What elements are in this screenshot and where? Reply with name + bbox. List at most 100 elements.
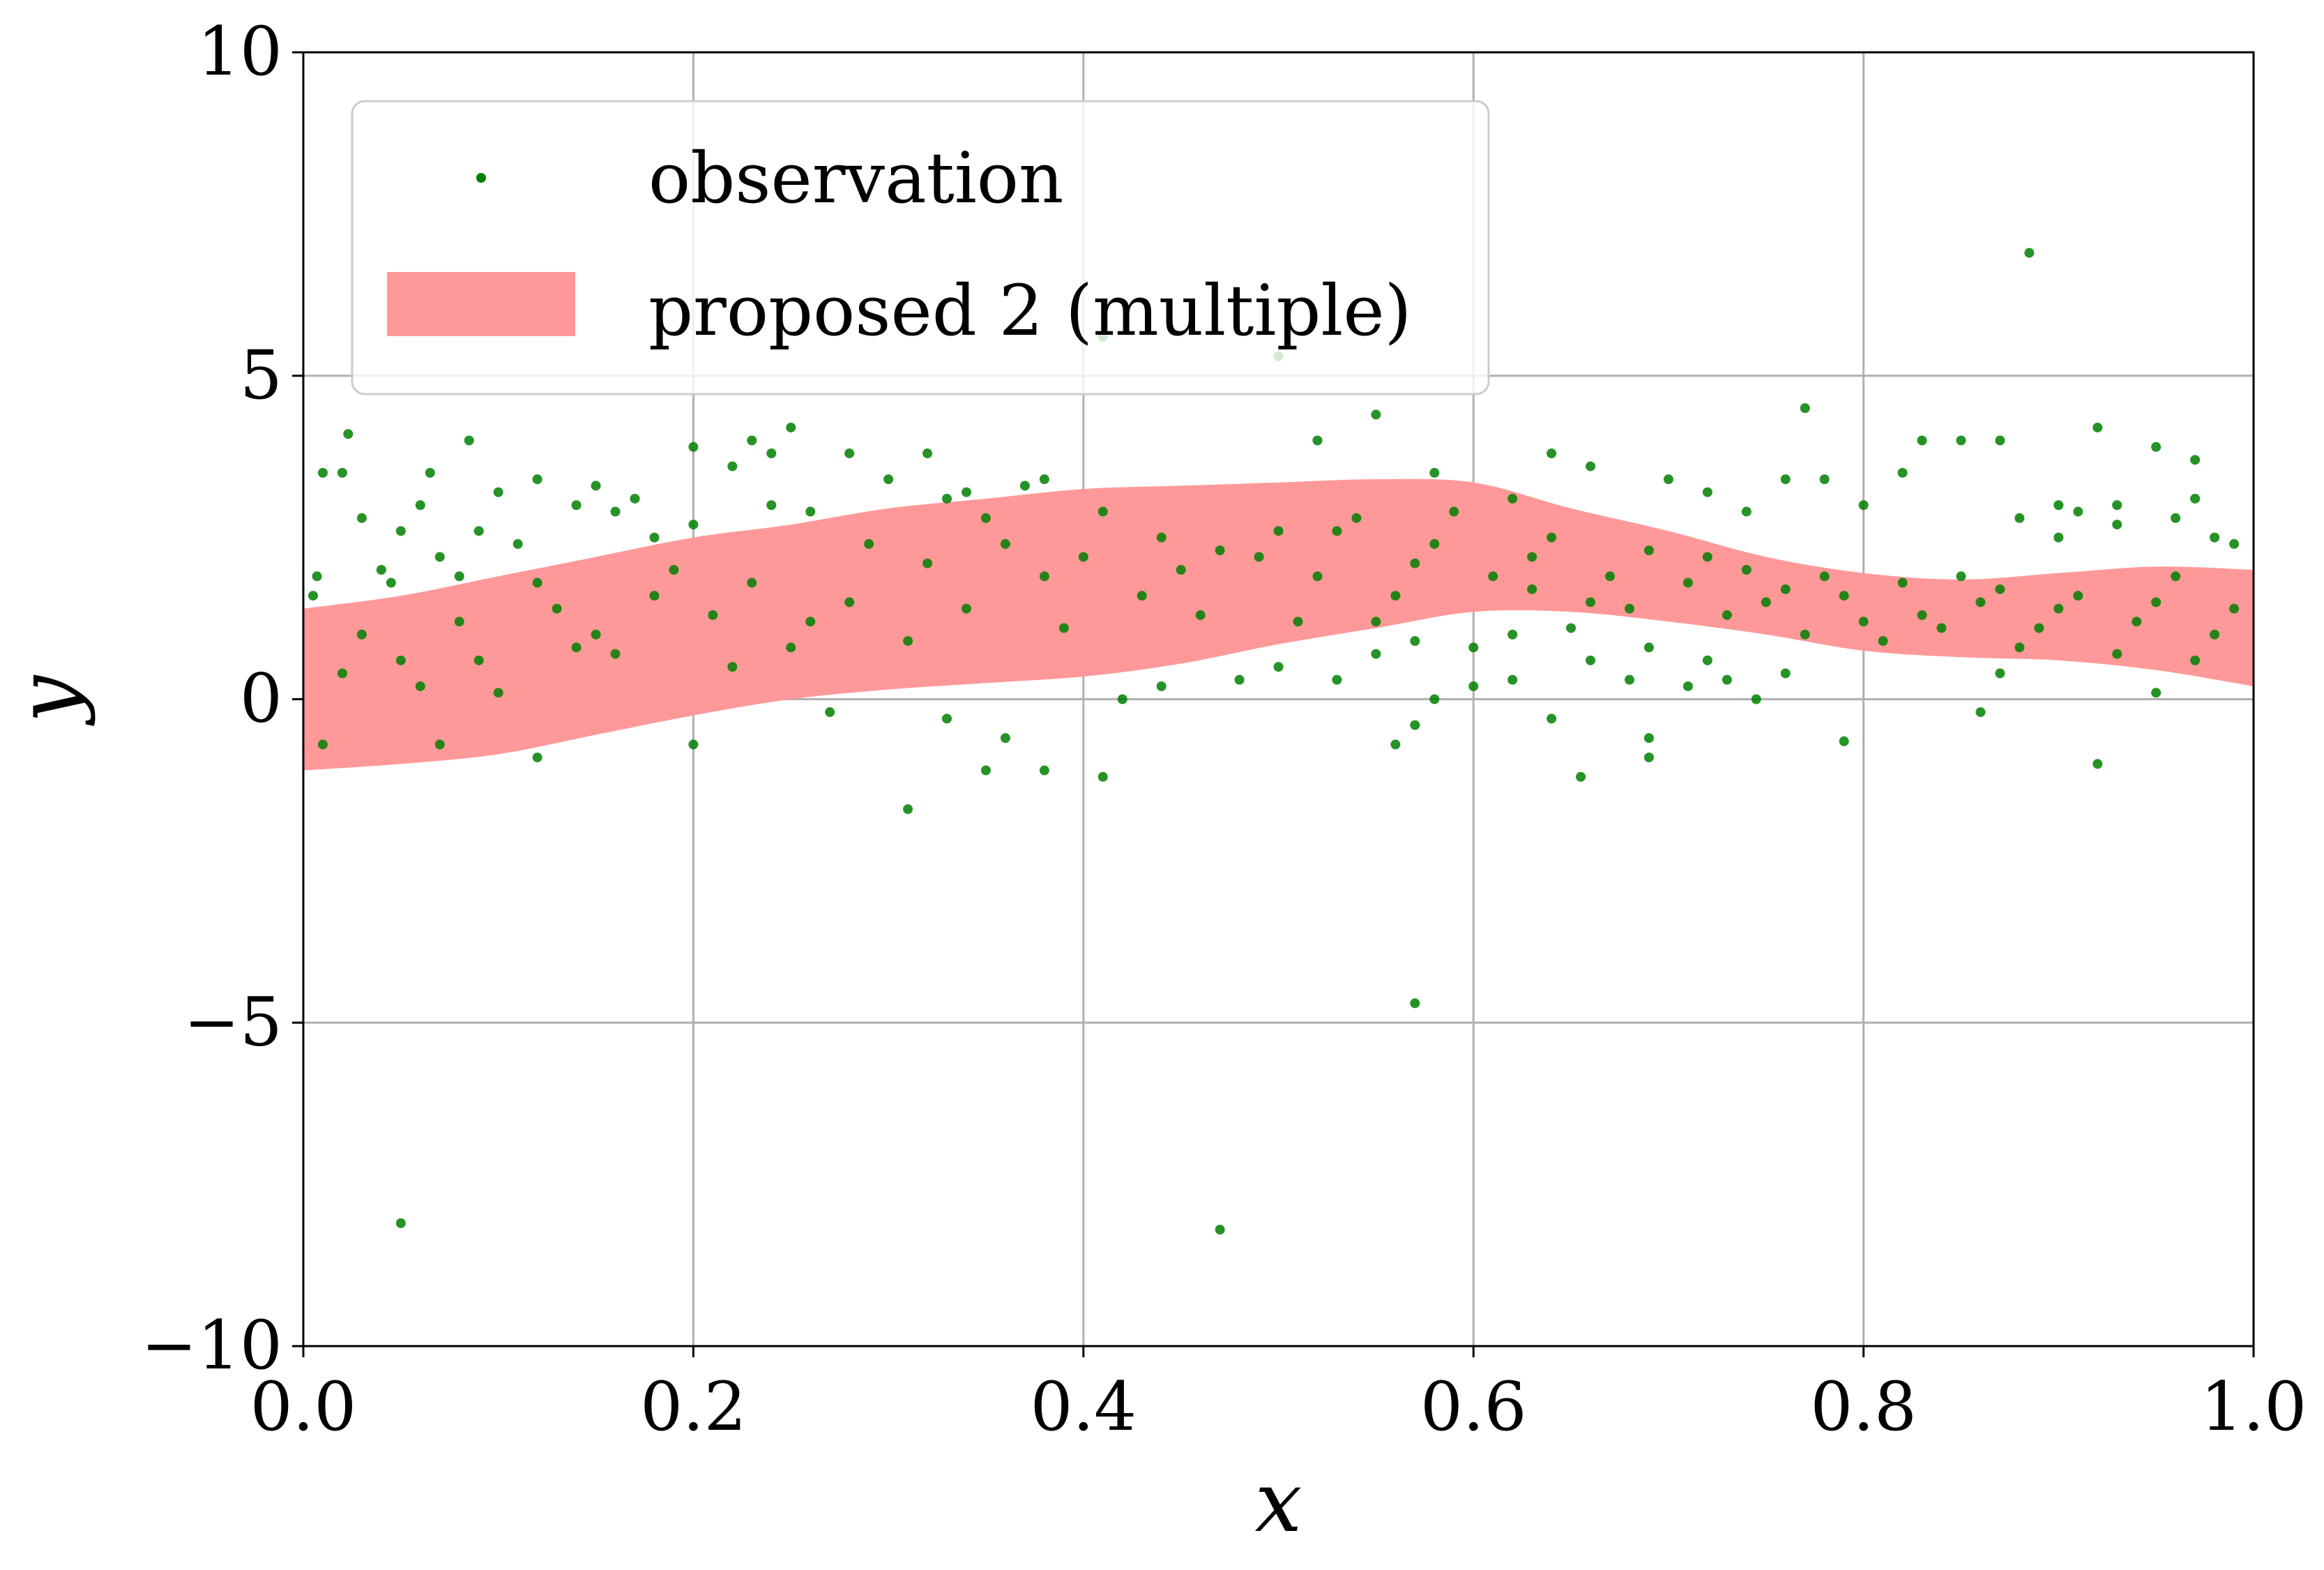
observation-point bbox=[766, 448, 777, 459]
observation-point bbox=[1429, 467, 1440, 478]
observation-point bbox=[1156, 681, 1167, 691]
observation-point bbox=[376, 565, 386, 575]
observation-point bbox=[1468, 681, 1479, 691]
observation-point bbox=[434, 739, 445, 750]
observation-point bbox=[1332, 526, 1342, 536]
observation-point bbox=[1156, 532, 1167, 543]
x-tick-label: 1.0 bbox=[2201, 1368, 2307, 1446]
observation-point bbox=[532, 578, 542, 588]
observation-point bbox=[1468, 642, 1479, 653]
observation-point bbox=[922, 448, 933, 459]
observation-point bbox=[1215, 545, 1225, 556]
observation-point bbox=[903, 636, 913, 647]
observation-point bbox=[786, 422, 796, 432]
observation-point bbox=[942, 493, 952, 504]
observation-point bbox=[1507, 674, 1518, 685]
observation-point bbox=[1858, 617, 1869, 627]
observation-point bbox=[337, 467, 347, 478]
observation-point bbox=[532, 752, 542, 762]
observation-point bbox=[473, 655, 484, 665]
observation-point bbox=[2229, 603, 2240, 614]
observation-point bbox=[883, 474, 894, 485]
observation-point bbox=[2073, 591, 2083, 601]
observation-point bbox=[1547, 714, 1557, 724]
observation-point bbox=[2112, 500, 2122, 511]
observation-point bbox=[1390, 739, 1401, 750]
observation-point bbox=[356, 513, 367, 523]
x-axis-label: x bbox=[1255, 1454, 1302, 1551]
observation-point bbox=[2151, 597, 2162, 607]
observation-point bbox=[1917, 610, 1927, 620]
observation-point bbox=[1897, 467, 1908, 478]
observation-point bbox=[825, 707, 835, 718]
observation-point bbox=[1215, 1225, 1225, 1235]
observation-point bbox=[1527, 552, 1537, 562]
observation-point bbox=[1741, 506, 1752, 517]
observation-point bbox=[980, 765, 991, 776]
observation-point bbox=[961, 487, 971, 497]
observation-point bbox=[688, 739, 699, 750]
observation-point bbox=[766, 500, 777, 511]
observation-point bbox=[1702, 655, 1712, 665]
observation-point bbox=[1410, 720, 1420, 730]
observation-point bbox=[591, 629, 601, 640]
observation-point bbox=[1780, 584, 1791, 594]
x-tick-label: 0.8 bbox=[1810, 1368, 1917, 1446]
observation-point bbox=[1507, 629, 1518, 640]
x-tick-label: 0.0 bbox=[250, 1368, 357, 1446]
observation-point bbox=[630, 493, 640, 504]
observation-point bbox=[454, 571, 464, 582]
observation-point bbox=[2171, 571, 2181, 582]
observation-point bbox=[961, 603, 971, 614]
observation-point bbox=[2132, 617, 2142, 627]
observation-point bbox=[1507, 493, 1518, 504]
observation-point bbox=[980, 513, 991, 523]
observation-point bbox=[1702, 487, 1712, 497]
observation-point bbox=[1039, 571, 1049, 582]
observation-point bbox=[2014, 513, 2025, 523]
observation-point bbox=[434, 552, 445, 562]
observation-point bbox=[2053, 500, 2064, 511]
observation-point bbox=[1722, 610, 1732, 620]
observation-point bbox=[1956, 435, 1966, 446]
observation-point bbox=[356, 629, 367, 640]
observation-point bbox=[2093, 422, 2103, 432]
observation-point bbox=[571, 500, 582, 511]
observation-point bbox=[415, 500, 425, 511]
observation-point bbox=[1936, 623, 1947, 633]
observation-point bbox=[1273, 662, 1284, 672]
observation-point bbox=[1351, 513, 1362, 523]
observation-point bbox=[2073, 506, 2083, 517]
observation-point bbox=[1371, 617, 1381, 627]
observation-point bbox=[493, 487, 503, 497]
observation-point bbox=[1527, 584, 1537, 594]
observation-point bbox=[1643, 733, 1654, 744]
observation-point bbox=[610, 506, 621, 517]
observation-point bbox=[1722, 674, 1732, 685]
observation-point bbox=[1195, 610, 1206, 620]
observation-point bbox=[1995, 584, 2005, 594]
observation-point bbox=[1410, 636, 1420, 647]
observation-point bbox=[312, 571, 322, 582]
observation-point bbox=[386, 578, 396, 588]
observation-point bbox=[669, 565, 679, 575]
confidence-band bbox=[303, 478, 2254, 771]
observation-point bbox=[942, 714, 952, 724]
observation-point bbox=[552, 603, 562, 614]
observation-point bbox=[1702, 552, 1712, 562]
observation-point bbox=[493, 688, 503, 698]
observation-point bbox=[307, 591, 318, 601]
observation-point bbox=[317, 467, 328, 478]
observation-point bbox=[1019, 481, 1030, 491]
observation-point bbox=[649, 591, 660, 601]
observation-point bbox=[2229, 538, 2240, 549]
axis-ticks: 0.0 0.2 0.4 0.6 0.8 1.0 −10 −5 0 5 10 bbox=[141, 13, 2307, 1446]
observation-point bbox=[1254, 552, 1264, 562]
observation-point bbox=[1332, 674, 1342, 685]
observation-point bbox=[1624, 603, 1634, 614]
observation-point bbox=[1604, 571, 1615, 582]
observation-point bbox=[747, 435, 757, 446]
observation-point bbox=[1858, 500, 1869, 511]
observation-point bbox=[727, 662, 738, 672]
observation-point bbox=[1683, 681, 1693, 691]
